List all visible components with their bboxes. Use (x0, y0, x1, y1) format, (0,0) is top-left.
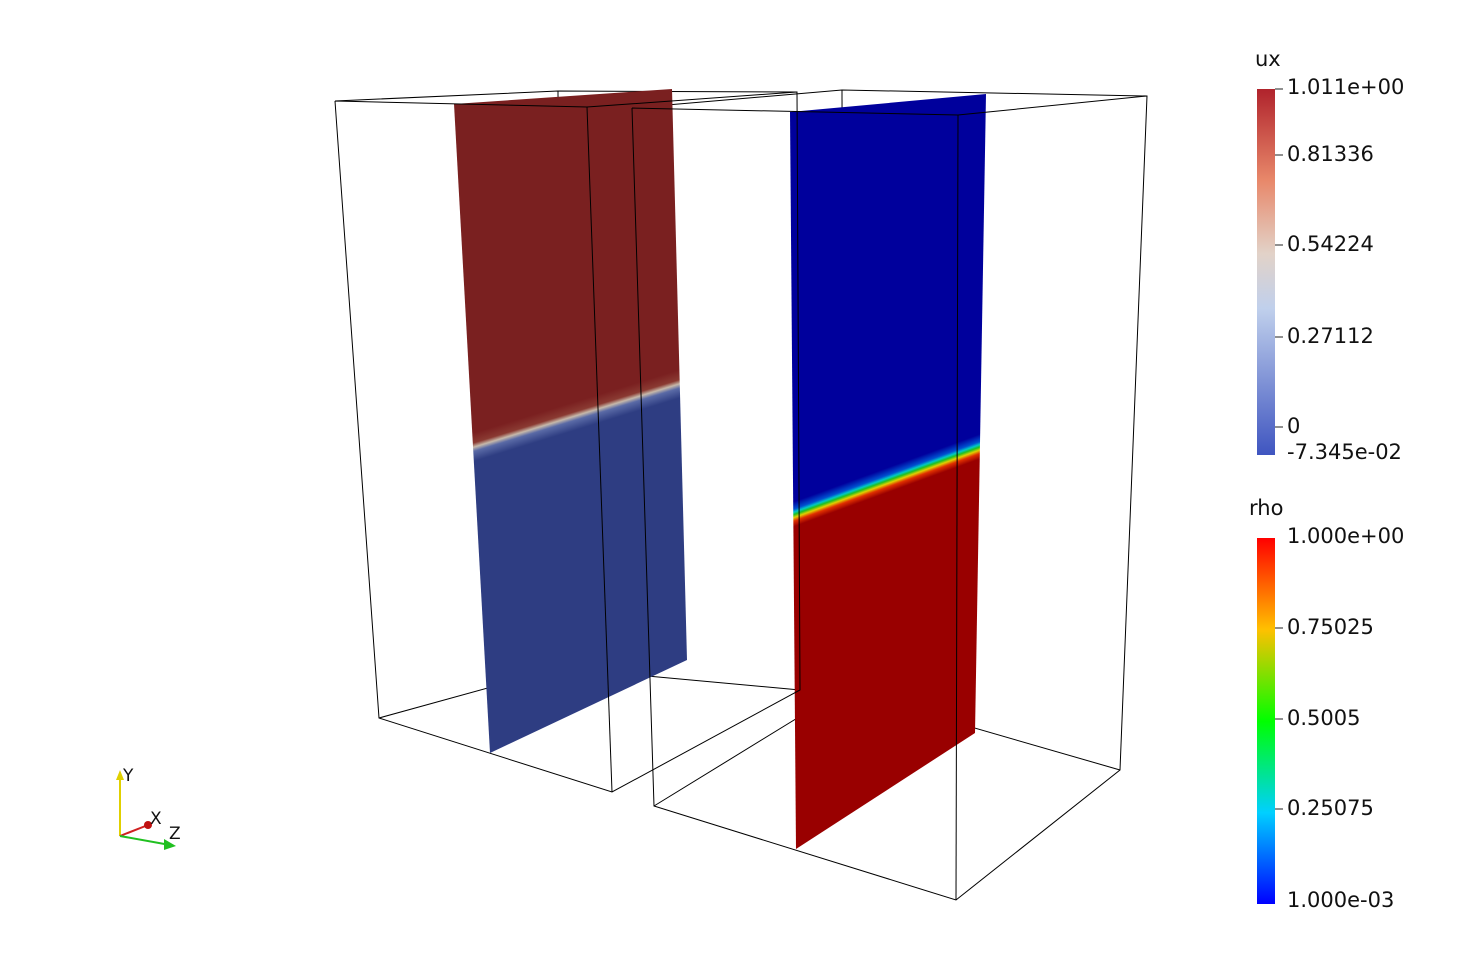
ux-slice (454, 89, 687, 753)
rho-colorbar: rho 1.000e+00 0.75025 0.5005 0.25075 1.0… (1249, 496, 1404, 912)
tick-label: 0.75025 (1287, 615, 1374, 639)
colorbar-title: rho (1249, 496, 1283, 520)
colorbar-scale (1257, 89, 1275, 455)
tick-label: 1.011e+00 (1287, 75, 1404, 99)
left-box-front (334, 91, 801, 793)
tick-label: 1.000e+00 (1287, 524, 1404, 548)
colorbar-title: ux (1255, 47, 1281, 71)
tick-label: 0.25075 (1287, 796, 1374, 820)
ux-colorbar: ux 1.011e+00 0.81336 0.54224 0.27112 0 -… (1255, 47, 1404, 464)
axis-label: X (150, 809, 162, 829)
tick-label: -7.345e-02 (1287, 440, 1402, 464)
rho-slice (790, 94, 986, 849)
tick-label: 1.000e-03 (1287, 888, 1394, 912)
tick-label: 0.27112 (1287, 324, 1374, 348)
right-box-front (631, 95, 1148, 901)
colorbar-scale (1257, 538, 1275, 904)
axes-triad: Y X Z (116, 766, 181, 850)
axis-label: Y (122, 766, 134, 786)
tick-label: 0.81336 (1287, 142, 1374, 166)
tick-label: 0 (1287, 414, 1300, 438)
tick-label: 0.5005 (1287, 706, 1360, 730)
axis-label: Z (169, 824, 181, 844)
tick-label: 0.54224 (1287, 232, 1374, 256)
